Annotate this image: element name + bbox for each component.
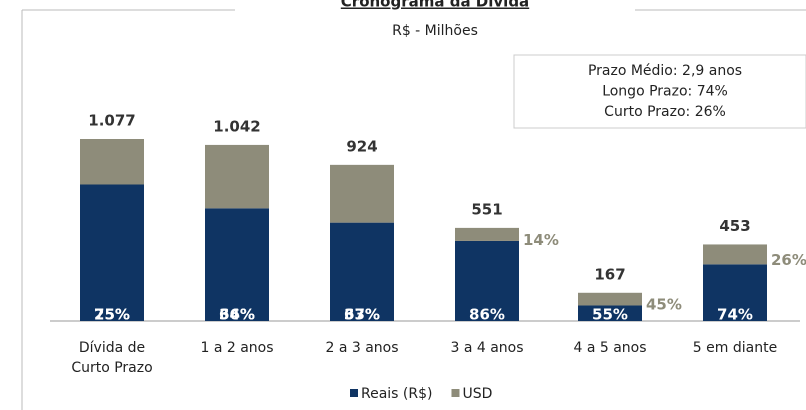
- bar-segment: [455, 227, 519, 241]
- annotation: Longo Prazo: 74%: [602, 84, 728, 100]
- total-label: 551: [471, 200, 502, 218]
- segment-label: 75%: [94, 306, 130, 324]
- annotation: Prazo Médio: 2,9 anos: [588, 63, 742, 79]
- bar-segment: [703, 264, 767, 321]
- bar-segment: [80, 139, 144, 185]
- segment-label: 74%: [717, 306, 753, 324]
- total-label: 1.042: [213, 117, 260, 135]
- segment-label: 14%: [523, 231, 559, 249]
- bar-segment: [205, 144, 269, 209]
- x-tick-label: 5 em diante: [692, 340, 778, 356]
- legend-swatch: [350, 389, 358, 397]
- bar-segment: [205, 208, 269, 321]
- segment-label: 64%: [219, 306, 255, 324]
- chart-title: Cronograma da Dívida: [341, 0, 529, 11]
- segment-label: 86%: [469, 306, 505, 324]
- segment-label: 55%: [592, 306, 628, 324]
- x-tick-label: 3 a 4 anos: [450, 340, 524, 356]
- segment-label: 25%: [94, 306, 130, 324]
- annotation: Curto Prazo: 26%: [604, 104, 726, 120]
- bar-segment: [330, 222, 394, 321]
- segment-label: 37%: [344, 306, 380, 324]
- chart-subtitle: R$ - Milhões: [392, 23, 478, 39]
- bar-segment: [578, 292, 642, 306]
- bar-segment: [330, 164, 394, 223]
- legend-label: Reais (R$): [361, 386, 432, 402]
- x-tick-label: 1 a 2 anos: [200, 340, 274, 356]
- x-tick-label: 4 a 5 anos: [573, 340, 647, 356]
- bar-segment: [455, 240, 519, 321]
- total-label: 453: [719, 217, 750, 235]
- legend-label: USD: [462, 386, 492, 402]
- x-tick-label: Dívida de Curto Prazo: [71, 340, 153, 376]
- segment-label: 36%: [219, 306, 255, 324]
- total-label: 167: [594, 265, 625, 283]
- bar-segment: [703, 244, 767, 265]
- bar-segment: [578, 305, 642, 321]
- bar-segment: [80, 184, 144, 321]
- segment-label: 26%: [771, 251, 806, 269]
- annotation-box: [513, 54, 806, 129]
- total-label: 1.077: [88, 112, 135, 130]
- total-label: 924: [346, 137, 377, 155]
- segment-label: 63%: [344, 306, 380, 324]
- legend-swatch: [451, 389, 460, 397]
- segment-label: 45%: [646, 296, 682, 314]
- x-tick-label: 2 a 3 anos: [325, 340, 399, 356]
